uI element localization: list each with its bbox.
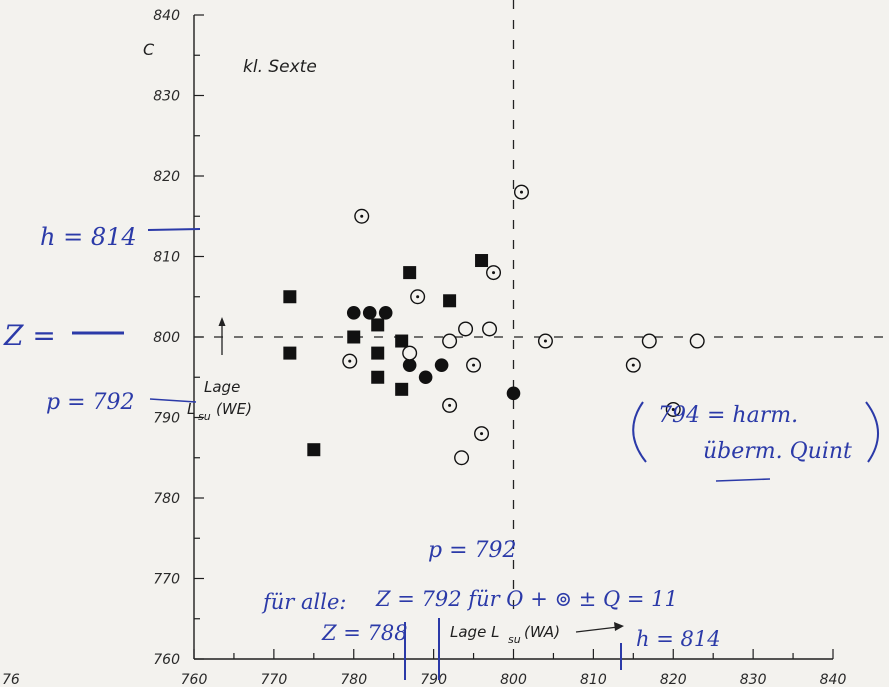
x-tick-label: 810 <box>580 672 607 687</box>
open-dot-circle-center <box>492 271 496 275</box>
x-tick-label: 800 <box>500 672 527 687</box>
open-circle-point <box>458 321 474 337</box>
filled-square-point <box>475 254 489 268</box>
x-label-arrow <box>575 626 619 633</box>
open-circle-point <box>442 333 458 349</box>
h-left-stroke <box>147 228 201 231</box>
filled-square-point <box>307 443 321 457</box>
p-left-annotation: p = 792 <box>46 390 135 415</box>
open-dot-circle-center <box>472 363 476 367</box>
y-label-symbol: L <box>187 400 195 418</box>
x-tick-label: 790 <box>420 672 447 687</box>
filled-square-point <box>371 370 385 384</box>
note-line-1: 794 = harm. <box>658 403 798 428</box>
filled-square-point <box>395 334 409 348</box>
y-label-word: Lage <box>204 378 240 396</box>
corner-label: 76 <box>2 672 20 687</box>
filled-square-point <box>403 266 417 280</box>
filled-circle-point <box>506 386 521 401</box>
x-label-suffix: (WA) <box>524 623 560 641</box>
x-label-subscript: su <box>508 633 521 646</box>
filled-circle-point <box>402 358 417 372</box>
open-dot-circle-center <box>543 339 547 343</box>
open-dot-circle-center <box>631 363 635 367</box>
y-tick-label: 800 <box>153 330 180 346</box>
y-tick-label: 820 <box>153 169 180 185</box>
x-tick-label: 830 <box>740 672 767 687</box>
filled-square-point <box>443 294 457 308</box>
y-tick-label: 770 <box>153 572 180 588</box>
filled-circle-point <box>346 306 361 320</box>
y-tick-label: 760 <box>153 652 180 668</box>
x-tick-label: 820 <box>660 672 687 687</box>
y-axis-top-label: C <box>143 40 155 59</box>
y-tick-label: 840 <box>153 8 180 24</box>
filled-circle-point <box>434 358 449 372</box>
y-tick-label: 810 <box>153 250 180 266</box>
open-circle-point <box>402 345 418 361</box>
x-tick-label: 780 <box>340 672 367 687</box>
open-dot-circle-center <box>360 214 364 218</box>
y-label-arrowhead <box>218 317 226 326</box>
h-left-annotation: h = 814 <box>40 223 137 251</box>
note-underline <box>715 478 771 482</box>
note-line-2: überm. Quint <box>703 439 852 464</box>
x-label-arrowhead <box>614 622 624 631</box>
x-label-main: Lage L <box>450 623 499 641</box>
open-circle-point <box>689 333 705 349</box>
y-tick-label: 830 <box>153 89 180 105</box>
reference-lines <box>194 0 889 620</box>
filled-square-point <box>371 318 385 332</box>
y-tick-label: 790 <box>153 411 180 427</box>
open-dot-circle-center <box>480 432 484 436</box>
filled-circle-point <box>362 306 377 320</box>
open-dot-circle-center <box>448 403 452 407</box>
open-dot-circle-center <box>348 359 352 363</box>
x-tick-label: 840 <box>820 672 847 687</box>
z-bottom-annotation: Z = 792 für O + ⊚ ± Q = 11 <box>375 587 678 611</box>
filled-circle-point <box>378 306 393 320</box>
filled-square-point <box>283 346 297 360</box>
y-axis-label: Lage L su (WE) <box>187 317 252 423</box>
p-left-stroke <box>149 398 197 403</box>
z-left-annotation: Z = <box>3 319 56 352</box>
y-label-suffix: (WE) <box>216 400 252 418</box>
z-788-annotation: Z = 788 <box>321 621 408 645</box>
filled-square-point <box>347 330 361 344</box>
filled-circle-point <box>418 370 433 385</box>
note-bracket-left <box>632 401 647 463</box>
axes: 760 770 780 790 800 810 820 830 840 760 770 780 790 8… <box>153 8 846 687</box>
y-tick-label: 780 <box>153 491 180 507</box>
open-circle-point <box>482 321 498 337</box>
filled-square-point <box>395 382 409 396</box>
open-dot-circle-center <box>519 190 523 194</box>
x-tick-label: 770 <box>261 672 288 687</box>
p-bottom-annotation: p = 792 <box>428 538 517 563</box>
note-bracket-right <box>865 401 879 463</box>
open-circle-point <box>641 333 657 349</box>
chart-title: kl. Sexte <box>243 57 317 77</box>
filled-square-point <box>371 346 385 360</box>
x-tick-label: 760 <box>181 672 208 687</box>
data-points <box>283 184 705 466</box>
fur-alle-annotation: für alle: <box>261 590 346 614</box>
x-axis-label: Lage L su (WA) <box>450 622 624 646</box>
handwritten-annotations: h = 814 Z = p = 792 p = 792 für alle: Z … <box>3 223 879 680</box>
open-circle-point <box>454 450 470 466</box>
y-label-subscript: su <box>198 410 211 423</box>
h-bottom-annotation: h = 814 <box>636 627 721 651</box>
filled-square-point <box>283 290 297 304</box>
open-dot-circle-center <box>671 407 675 411</box>
open-dot-circle-center <box>416 295 420 299</box>
